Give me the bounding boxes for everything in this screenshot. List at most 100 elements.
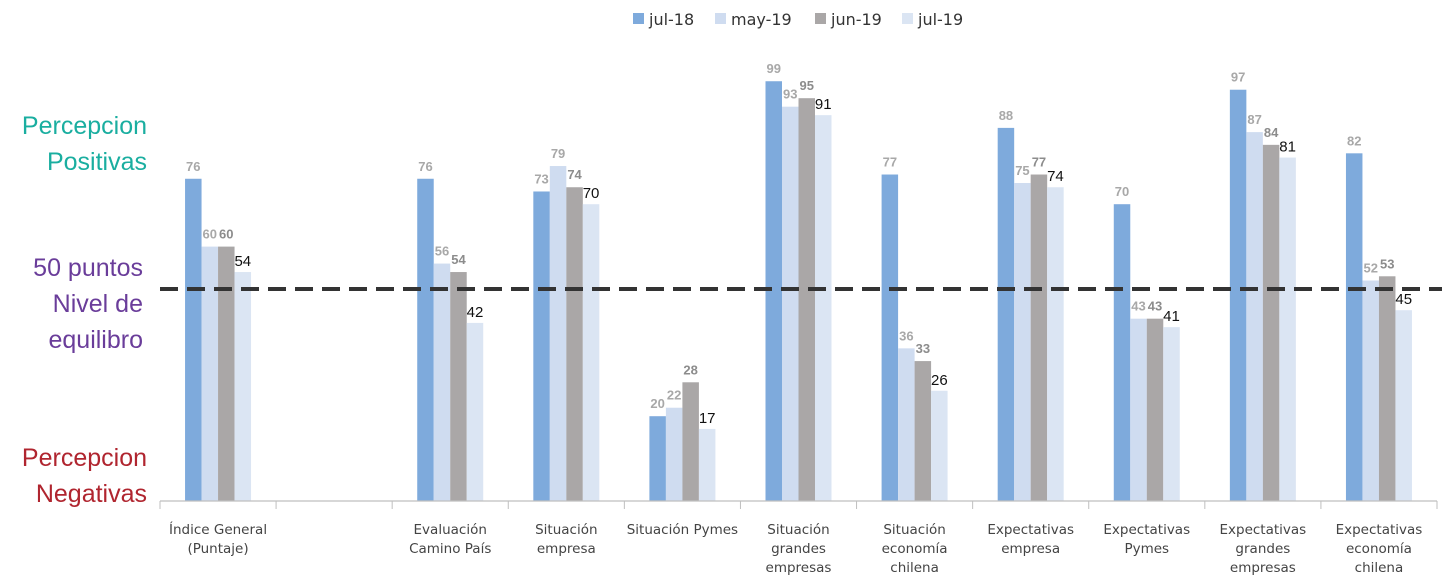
- data-label-jul-19-3: 70: [583, 185, 600, 202]
- equilibrium-label: 50 puntos Nivel de equilibro: [0, 250, 143, 358]
- category-label-10: Expectativas economía chilena: [1336, 522, 1423, 576]
- bar-may-19-0: [201, 246, 219, 501]
- category-label-5: Situación grandes empresas: [766, 522, 832, 576]
- data-label-may-19-6: 36: [899, 328, 913, 343]
- data-label-jul-19-10: 45: [1395, 291, 1412, 308]
- bar-jul-19-3: [582, 204, 600, 501]
- data-label-may-19-9: 87: [1247, 112, 1261, 127]
- bar-jun-19-3: [566, 187, 583, 502]
- data-label-may-19-10: 52: [1363, 261, 1377, 276]
- data-label-jun-19-4: 28: [683, 362, 697, 377]
- bar-jul-18-3: [533, 191, 550, 502]
- bar-may-19-9: [1246, 132, 1263, 501]
- legend: jul-18 may-19 jun-19 jul-19: [633, 10, 963, 29]
- bar-jun-19-9: [1262, 144, 1280, 501]
- data-label-jun-19-8: 43: [1148, 299, 1162, 314]
- bar-jul-18-10: [1345, 153, 1363, 501]
- positive-label-line1: Percepcion: [21, 112, 147, 140]
- legend-label-jul-18: jul-18: [648, 10, 694, 29]
- bar-may-19-10: [1362, 280, 1379, 501]
- legend-swatch-jul-18: [633, 13, 644, 24]
- equilibrium-label-line3: equilibro: [48, 326, 143, 354]
- data-label-jul-18-4: 20: [650, 396, 664, 411]
- legend-label-jul-19: jul-19: [917, 10, 963, 29]
- data-label-jul-19-4: 17: [699, 410, 716, 427]
- data-label-jul-18-5: 99: [767, 61, 781, 76]
- data-label-may-19-2: 56: [435, 244, 449, 259]
- data-label-jul-18-9: 97: [1231, 70, 1245, 85]
- bar-jul-19-8: [1163, 327, 1180, 501]
- data-label-jun-19-5: 95: [800, 78, 814, 93]
- data-label-jul-18-3: 73: [534, 171, 548, 186]
- bar-jun-19-5: [798, 98, 815, 501]
- category-label-3: Situación empresa: [535, 522, 597, 557]
- negative-label-line1: Percepcion: [21, 444, 147, 472]
- data-label-jul-18-8: 70: [1115, 184, 1129, 199]
- bar-jul-19-10: [1395, 310, 1412, 501]
- bar-jul-18-7: [997, 127, 1015, 501]
- bar-may-19-5: [782, 106, 799, 502]
- bar-jun-19-7: [1030, 174, 1048, 501]
- data-label-jun-19-3: 74: [567, 167, 582, 182]
- bar-jul-18-0: [185, 178, 202, 501]
- data-label-may-19-4: 22: [667, 388, 681, 403]
- legend-label-jun-19: jun-19: [830, 10, 882, 29]
- data-label-jun-19-9: 84: [1264, 125, 1279, 140]
- legend-label-may-19: may-19: [731, 10, 792, 29]
- bar-jul-19-5: [815, 115, 832, 501]
- bar-jul-18-9: [1229, 89, 1247, 501]
- data-label-may-19-0: 60: [203, 227, 217, 242]
- bar-jun-19-2: [450, 272, 467, 501]
- data-label-jun-19-0: 60: [219, 227, 233, 242]
- bar-may-19-6: [898, 348, 915, 501]
- data-label-jul-18-6: 77: [883, 155, 897, 170]
- category-label-9: Expectativas grandes empresas: [1219, 522, 1306, 576]
- legend-swatch-jun-19: [815, 13, 826, 24]
- data-label-jul-19-6: 26: [931, 372, 948, 389]
- bar-jun-19-10: [1378, 276, 1396, 501]
- data-label-may-19-8: 43: [1131, 299, 1145, 314]
- data-label-jul-19-0: 54: [234, 253, 251, 270]
- category-label-2: Evaluación Camino País: [409, 522, 491, 557]
- data-label-jun-19-7: 77: [1032, 155, 1046, 170]
- data-label-jul-19-9: 81: [1279, 139, 1296, 156]
- category-label-6: Situación economía chilena: [882, 522, 948, 576]
- data-label-jul-18-2: 76: [418, 159, 432, 174]
- bar-jul-18-2: [417, 178, 434, 501]
- bar-may-19-8: [1130, 318, 1147, 501]
- equilibrium-label-line1: 50 puntos: [33, 254, 143, 282]
- bar-jul-19-7: [1047, 187, 1064, 502]
- negative-label-line2: Negativas: [35, 480, 147, 508]
- data-label-jun-19-6: 33: [916, 341, 930, 356]
- data-label-may-19-3: 79: [551, 146, 565, 161]
- bar-jul-19-6: [931, 390, 948, 501]
- category-label-4: Situación Pymes: [627, 522, 738, 538]
- data-label-jul-18-10: 82: [1347, 133, 1361, 148]
- equilibrium-label-line2: Nivel de: [52, 290, 143, 318]
- negative-perception-label: Percepcion Negativas: [0, 440, 147, 512]
- bar-jul-18-4: [649, 416, 666, 501]
- positive-perception-label: Percepcion Positivas: [0, 108, 147, 180]
- legend-swatch-may-19: [715, 13, 726, 24]
- bar-jun-19-8: [1146, 318, 1164, 501]
- data-label-jul-19-8: 41: [1163, 308, 1180, 325]
- data-label-may-19-7: 75: [1015, 163, 1029, 178]
- positive-label-line2: Positivas: [46, 148, 147, 176]
- data-label-jul-18-0: 76: [186, 159, 200, 174]
- data-label-jul-19-5: 91: [815, 96, 832, 113]
- bar-may-19-2: [433, 263, 451, 501]
- legend-swatch-jul-19: [902, 13, 913, 24]
- bar-jul-19-0: [234, 272, 252, 501]
- bar-may-19-7: [1014, 183, 1031, 501]
- bar-jun-19-6: [914, 361, 932, 501]
- bar-jul-18-8: [1113, 204, 1131, 501]
- data-label-may-19-5: 93: [783, 87, 797, 102]
- bar-jul-19-4: [698, 428, 716, 501]
- data-label-jul-19-7: 74: [1047, 168, 1064, 185]
- bar-jul-18-6: [881, 174, 899, 501]
- category-label-8: Expectativas Pymes: [1103, 522, 1190, 557]
- data-label-jul-19-2: 42: [467, 304, 484, 321]
